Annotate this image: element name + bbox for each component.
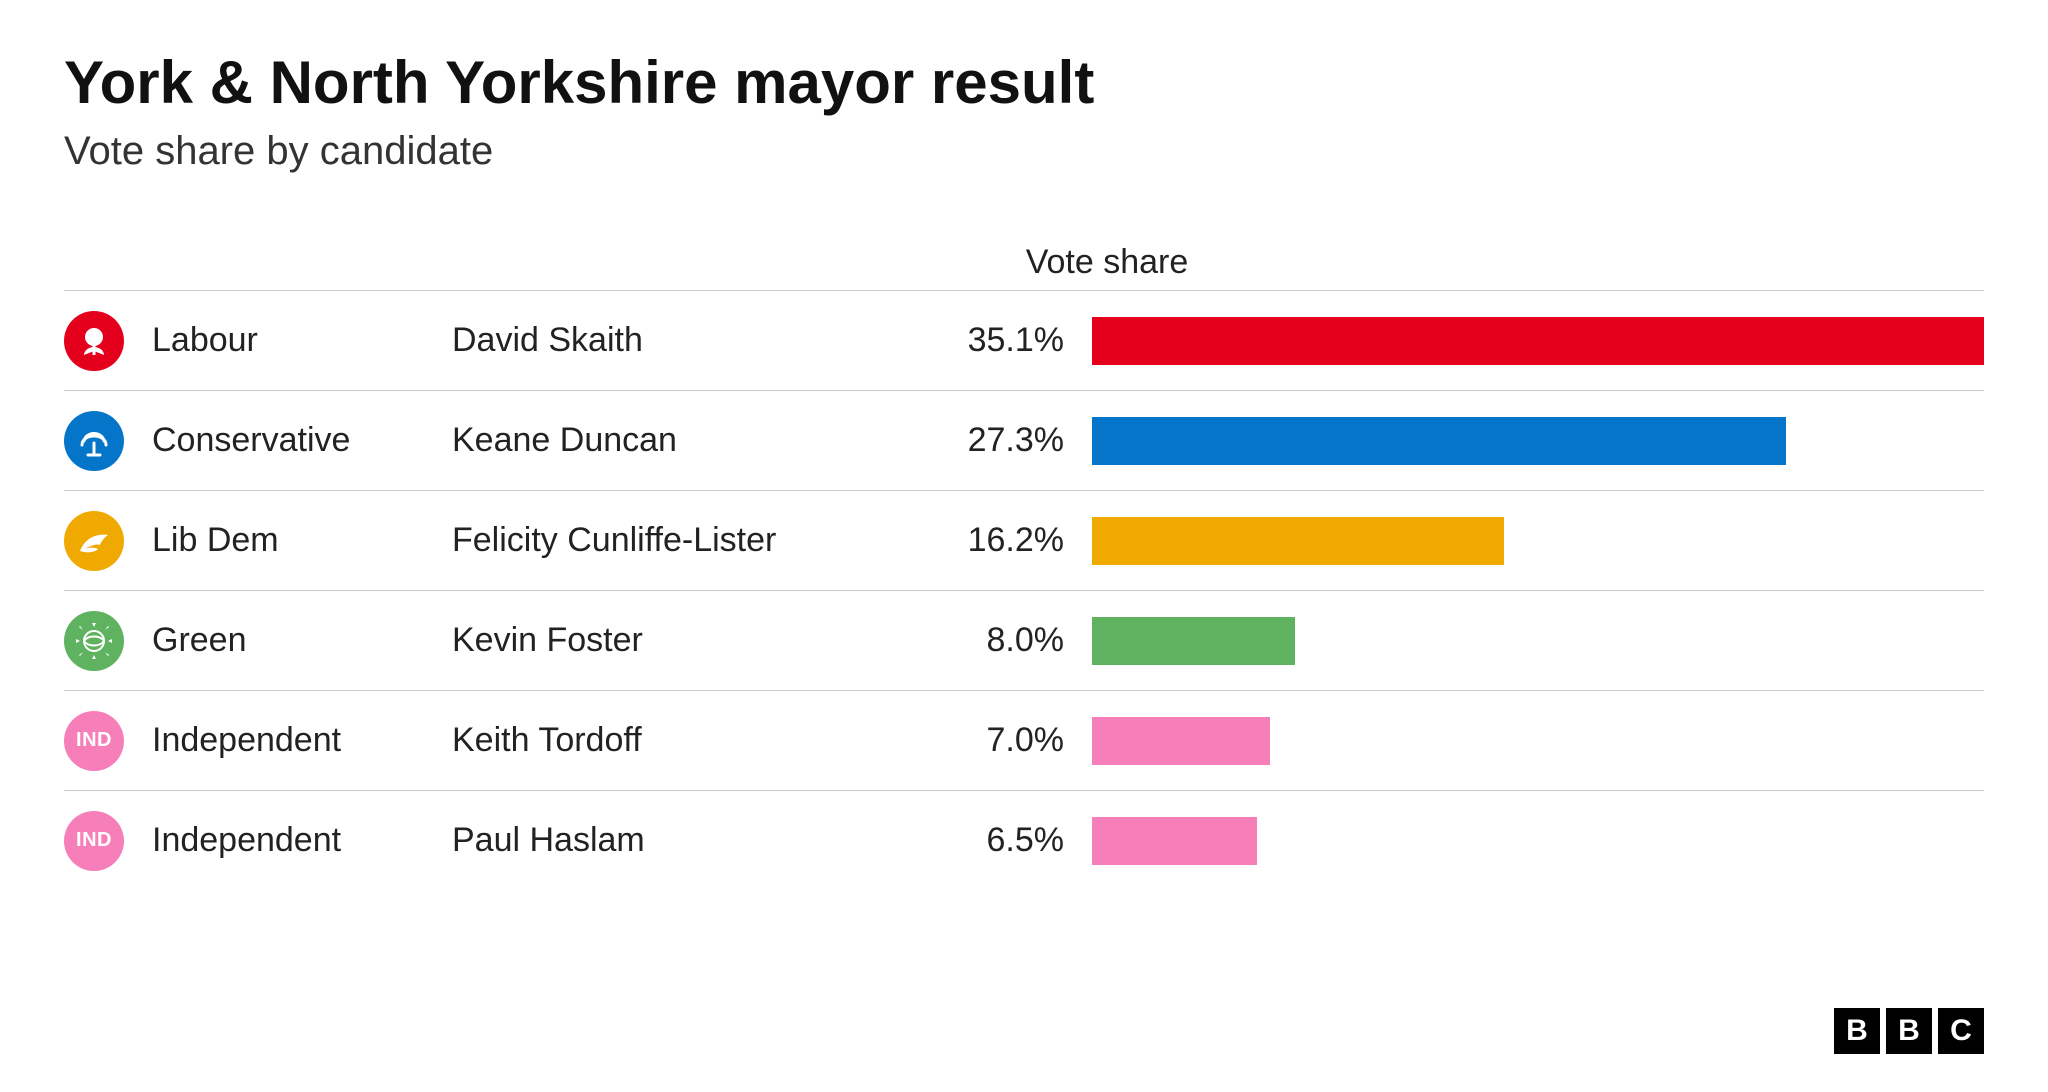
bbc-logo-letter: B (1834, 1008, 1880, 1054)
result-row: ConservativeKeane Duncan27.3% (64, 390, 1984, 490)
result-row: IND IndependentKeith Tordoff7.0% (64, 690, 1984, 790)
vote-share-value: 35.1% (902, 321, 1092, 360)
bar-track (1092, 517, 1984, 565)
bar-fill (1092, 617, 1295, 665)
candidate-name: David Skaith (452, 321, 902, 360)
ind-party-icon: IND (64, 811, 124, 871)
bar-fill (1092, 717, 1270, 765)
bar-fill (1092, 317, 1984, 365)
bbc-logo: B B C (1834, 1008, 1984, 1054)
vote-share-value: 8.0% (902, 621, 1092, 660)
party-name: Labour (152, 321, 452, 360)
candidate-name: Keane Duncan (452, 421, 902, 460)
bbc-logo-letter: C (1938, 1008, 1984, 1054)
conservative-party-icon (64, 411, 124, 471)
result-row: LabourDavid Skaith35.1% (64, 290, 1984, 390)
candidate-name: Keith Tordoff (452, 721, 902, 760)
candidate-name: Paul Haslam (452, 821, 902, 860)
bar-track (1092, 817, 1984, 865)
vote-share-value: 7.0% (902, 721, 1092, 760)
vote-share-value: 16.2% (902, 521, 1092, 560)
column-header-row: Vote share (64, 238, 1984, 290)
candidate-name: Kevin Foster (452, 621, 902, 660)
candidate-name: Felicity Cunliffe-Lister (452, 521, 902, 560)
chart-subtitle: Vote share by candidate (64, 129, 1984, 174)
vote-share-column-header: Vote share (902, 243, 1312, 282)
bar-track (1092, 417, 1984, 465)
vote-share-value: 27.3% (902, 421, 1092, 460)
green-party-icon (64, 611, 124, 671)
result-row: IND IndependentPaul Haslam6.5% (64, 790, 1984, 890)
bar-fill (1092, 517, 1504, 565)
labour-party-icon (64, 311, 124, 371)
party-name: Independent (152, 821, 452, 860)
chart-title: York & North Yorkshire mayor result (64, 48, 1984, 117)
bbc-logo-letter: B (1886, 1008, 1932, 1054)
bar-fill (1092, 817, 1257, 865)
vote-share-value: 6.5% (902, 821, 1092, 860)
party-name: Independent (152, 721, 452, 760)
party-name: Lib Dem (152, 521, 452, 560)
ind-party-icon: IND (64, 711, 124, 771)
party-name: Conservative (152, 421, 452, 460)
result-row: Lib DemFelicity Cunliffe-Lister16.2% (64, 490, 1984, 590)
party-name: Green (152, 621, 452, 660)
bar-track (1092, 617, 1984, 665)
bar-track (1092, 317, 1984, 365)
results-chart: Vote share LabourDavid Skaith35.1%Conser… (64, 238, 1984, 890)
result-row: GreenKevin Foster8.0% (64, 590, 1984, 690)
libdem-party-icon (64, 511, 124, 571)
bar-track (1092, 717, 1984, 765)
bar-fill (1092, 417, 1786, 465)
